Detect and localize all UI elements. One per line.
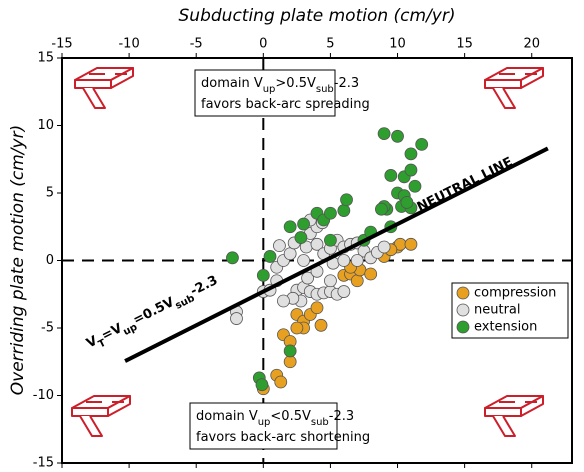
text-part: >0.5V bbox=[275, 76, 316, 91]
data-point bbox=[340, 193, 353, 207]
data-point bbox=[297, 254, 310, 267]
x-tick-label: 0 bbox=[259, 37, 267, 52]
data-point bbox=[310, 301, 324, 315]
data-point bbox=[283, 220, 297, 234]
data-point bbox=[377, 127, 391, 141]
x-tick-label: 10 bbox=[389, 37, 406, 52]
data-point bbox=[364, 267, 378, 281]
text-part: -2.3 bbox=[329, 409, 354, 424]
annotation-text: domain Vup>0.5Vsub-2.3 bbox=[201, 76, 359, 95]
data-point bbox=[283, 247, 297, 261]
tectonic-icon bbox=[484, 395, 544, 437]
y-tick-label: -10 bbox=[33, 388, 54, 403]
data-point bbox=[415, 137, 429, 151]
data-point bbox=[263, 250, 277, 263]
data-point bbox=[310, 237, 324, 251]
neutral-line-label: NEUTRAL LINE bbox=[415, 155, 516, 216]
data-point bbox=[324, 274, 337, 288]
data-point bbox=[314, 318, 328, 332]
tectonic-icon bbox=[71, 395, 131, 437]
text-part: favors back-arc spreading bbox=[201, 97, 370, 112]
data-point bbox=[350, 274, 364, 288]
data-point bbox=[391, 129, 404, 143]
x-tick-label: 15 bbox=[456, 37, 473, 52]
data-point bbox=[226, 251, 239, 265]
neutral-line bbox=[124, 146, 549, 363]
text-part: -2.3 bbox=[188, 273, 220, 299]
data-point bbox=[277, 294, 290, 308]
data-point bbox=[324, 233, 337, 247]
data-point bbox=[301, 271, 315, 285]
legend-marker bbox=[456, 303, 470, 317]
text-part: domain V bbox=[201, 76, 263, 91]
tectonic-icon bbox=[484, 67, 544, 109]
data-point bbox=[350, 254, 364, 267]
data-point bbox=[283, 355, 297, 369]
y-tick-label: -15 bbox=[33, 456, 54, 471]
data-point bbox=[230, 312, 243, 325]
x-tick-label: 20 bbox=[523, 37, 540, 52]
y-axis-label: Overriding plate motion (cm/yr) bbox=[8, 125, 28, 395]
legend-label: extension bbox=[474, 320, 537, 335]
y-tick-label: 15 bbox=[37, 51, 54, 66]
data-point bbox=[290, 321, 304, 335]
text-part: T bbox=[97, 337, 108, 350]
data-point bbox=[404, 147, 418, 161]
text-part: domain V bbox=[196, 409, 258, 424]
text-part: sub bbox=[316, 84, 334, 95]
data-point bbox=[256, 268, 270, 282]
data-point bbox=[324, 206, 337, 220]
data-point bbox=[283, 344, 297, 358]
y-tick-label: 5 bbox=[46, 186, 54, 201]
text-part: sub bbox=[311, 417, 329, 428]
text-part: favors back-arc shortening bbox=[196, 430, 370, 445]
text-part: <0.5V bbox=[270, 409, 311, 424]
data-point bbox=[384, 169, 398, 182]
text-part: -2.3 bbox=[334, 76, 359, 91]
data-point bbox=[404, 163, 418, 177]
data-point bbox=[337, 254, 351, 267]
data-point bbox=[400, 196, 414, 209]
data-point bbox=[273, 239, 286, 253]
legend-marker bbox=[456, 286, 470, 300]
text-part: up bbox=[263, 84, 276, 95]
tectonic-icon bbox=[74, 67, 134, 109]
text-part: =0.5V bbox=[131, 294, 177, 327]
annotation-text: favors back-arc spreading bbox=[201, 97, 370, 112]
legend-box bbox=[451, 282, 569, 339]
legend-label: neutral bbox=[474, 303, 521, 318]
data-point bbox=[377, 240, 391, 254]
legend-label: compression bbox=[474, 286, 556, 301]
data-point bbox=[297, 217, 310, 231]
data-point bbox=[274, 375, 288, 389]
legend-marker bbox=[456, 320, 470, 334]
annotation-box bbox=[189, 402, 338, 450]
data-point bbox=[404, 237, 418, 251]
y-tick-label: 0 bbox=[46, 253, 54, 268]
neutral-line-equation: VT=Vup=0.5Vsub-2.3 bbox=[84, 273, 222, 355]
annotation-box bbox=[194, 69, 336, 117]
x-axis-label: Subducting plate motion (cm/yr) bbox=[179, 6, 456, 26]
data-point bbox=[375, 202, 388, 216]
data-point bbox=[337, 204, 351, 217]
x-tick-label: 5 bbox=[326, 37, 334, 52]
data-point bbox=[408, 179, 422, 193]
data-point bbox=[255, 378, 269, 392]
data-point bbox=[294, 231, 308, 244]
y-tick-label: -5 bbox=[41, 321, 54, 336]
text-part: up bbox=[258, 417, 271, 428]
annotation-text: domain Vup<0.5Vsub-2.3 bbox=[196, 409, 354, 428]
x-tick-label: -10 bbox=[118, 37, 139, 52]
data-point bbox=[337, 285, 351, 298]
x-tick-label: -5 bbox=[190, 37, 203, 52]
annotation-text: favors back-arc shortening bbox=[196, 430, 370, 445]
x-tick-label: -15 bbox=[51, 37, 72, 52]
y-tick-label: 10 bbox=[37, 118, 54, 133]
